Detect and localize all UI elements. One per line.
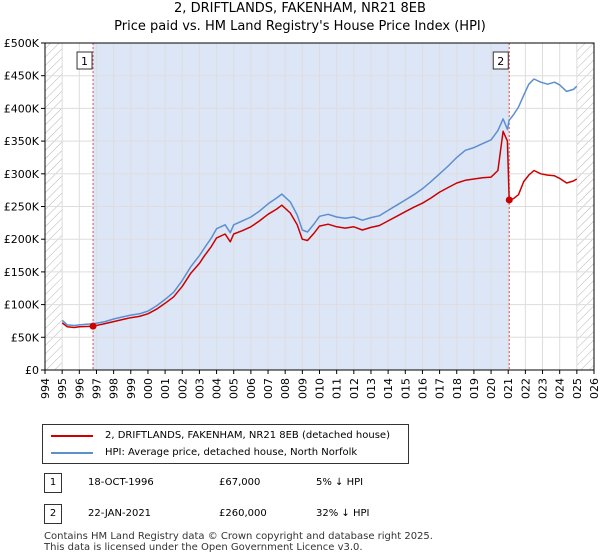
transaction-price: £67,000 — [219, 477, 261, 488]
x-tick-label: 1994 — [39, 378, 52, 400]
x-tick-label: 2023 — [537, 378, 550, 400]
legend-swatch-property — [51, 435, 93, 437]
x-tick-label: 2018 — [451, 378, 464, 400]
x-tick-label: 1997 — [90, 378, 103, 400]
x-tick-label: 2017 — [434, 378, 447, 400]
y-tick-label: £400K — [4, 102, 40, 115]
y-tick-label: £300K — [4, 168, 40, 181]
plot-frame — [44, 42, 595, 371]
y-tick-label: £250K — [4, 201, 40, 214]
y-tick-label: £350K — [4, 135, 40, 148]
transaction-badge: 1 — [44, 473, 62, 493]
transaction-point — [505, 196, 513, 204]
transaction-date: 18-OCT-1996 — [88, 477, 154, 488]
x-tick-label: 2012 — [348, 378, 361, 400]
x-tick-label: 2009 — [296, 378, 309, 400]
y-tick-label: £0 — [25, 364, 39, 377]
x-tick-label: 2002 — [176, 378, 189, 400]
y-tick-label: £200K — [4, 233, 40, 246]
x-tick-label: 2004 — [211, 378, 224, 400]
footer-copyright: Contains HM Land Registry data © Crown c… — [44, 531, 433, 542]
legend-label-property: 2, DRIFTLANDS, FAKENHAM, NR21 8EB (detac… — [105, 430, 390, 441]
transaction-label-box — [76, 51, 93, 70]
x-tick-label: 2015 — [399, 378, 412, 400]
x-tick-label: 2025 — [571, 378, 584, 400]
x-tick-label: 2013 — [365, 378, 378, 400]
transaction-label: 2 — [497, 55, 504, 68]
x-tick-label: 2010 — [314, 378, 327, 400]
y-tick-label: £500K — [4, 37, 40, 50]
x-tick-label: 2000 — [142, 378, 155, 400]
x-tick-label: 2020 — [485, 378, 498, 400]
y-tick-label: £450K — [4, 70, 40, 83]
x-tick-label: 2019 — [468, 378, 481, 400]
chart-subtitle: Price paid vs. HM Land Registry's House … — [114, 19, 486, 34]
transaction-hpi-diff: 5% ↓ HPI — [316, 477, 364, 488]
chart-title: 2, DRIFTLANDS, FAKENHAM, NR21 8EB — [174, 1, 426, 16]
legend-label-hpi: HPI: Average price, detached house, Nort… — [105, 447, 358, 458]
price-chart: 1 2 1994 1995 1996 1997 1998 1999 2000 2001 2002 2… — [4, 37, 600, 400]
x-tick-label: 2001 — [159, 378, 172, 400]
x-tick-label: 2014 — [382, 378, 395, 400]
x-tick-label: 2024 — [554, 378, 567, 400]
transaction-price: £260,000 — [219, 508, 267, 519]
hpi-line — [61, 78, 578, 327]
y-tick-label: £100K — [4, 299, 40, 312]
legend-swatch-hpi — [51, 452, 93, 454]
y-tick-label: £50K — [11, 331, 40, 344]
x-tick-label: 2003 — [193, 378, 206, 400]
chart-legend: 2, DRIFTLANDS, FAKENHAM, NR21 8EB (detac… — [42, 424, 409, 464]
x-tick-label: 2021 — [502, 378, 515, 400]
transaction-point — [89, 322, 97, 330]
transaction-date: 22-JAN-2021 — [88, 508, 152, 519]
x-tick-label: 2008 — [279, 378, 292, 400]
transaction-badge: 2 — [44, 504, 62, 524]
x-tick-label: 1998 — [108, 378, 121, 400]
x-tick-label: 1995 — [56, 378, 69, 400]
x-tick-label: 2006 — [245, 378, 258, 400]
transaction-label: 1 — [81, 55, 88, 68]
x-tick-label: 1999 — [125, 378, 138, 400]
transaction-hpi-diff: 32% ↓ HPI — [316, 508, 370, 519]
x-tick-label: 2026 — [588, 378, 600, 400]
x-tick-label: 2005 — [228, 378, 241, 400]
x-tick-label: 2007 — [262, 378, 275, 400]
x-tick-label: 1996 — [73, 378, 86, 400]
x-tick-label: 2011 — [331, 378, 344, 400]
footer-licence: This data is licensed under the Open Gov… — [44, 542, 363, 553]
transaction-label-box — [492, 51, 509, 70]
x-tick-label: 2022 — [519, 378, 532, 400]
x-tick-label: 2016 — [416, 378, 429, 400]
y-tick-label: £150K — [4, 266, 40, 279]
